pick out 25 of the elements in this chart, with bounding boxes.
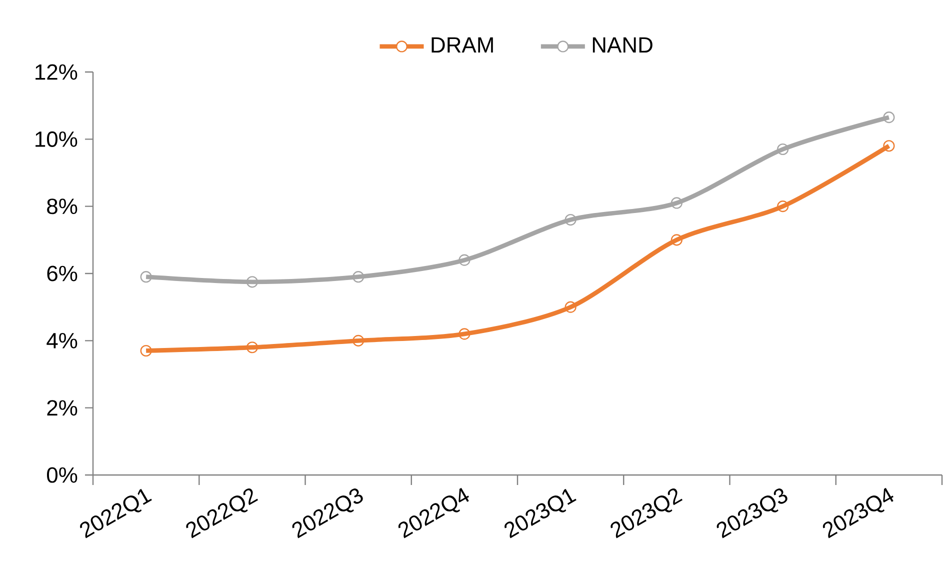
point bbox=[564, 214, 576, 226]
point bbox=[777, 143, 789, 156]
y-tick-label: 8% bbox=[47, 198, 78, 214]
y-tick-label: 10% bbox=[36, 131, 78, 147]
legend-label: DRAM bbox=[432, 37, 493, 53]
point bbox=[670, 197, 682, 209]
point bbox=[777, 200, 789, 212]
point bbox=[246, 342, 258, 354]
point bbox=[883, 140, 895, 152]
point bbox=[458, 328, 470, 340]
point bbox=[140, 271, 152, 283]
point bbox=[352, 271, 364, 283]
point bbox=[670, 234, 682, 246]
point bbox=[458, 254, 470, 266]
y-tick-label: 12% bbox=[36, 64, 78, 80]
point bbox=[352, 334, 364, 346]
point bbox=[564, 301, 576, 313]
y-tick-label: 4% bbox=[46, 332, 78, 348]
y-tick-label: 2% bbox=[47, 400, 78, 416]
y-tick-label: 6% bbox=[47, 266, 78, 282]
point bbox=[246, 276, 258, 288]
legend-label: NAND bbox=[592, 37, 652, 53]
y-tick-label: 0% bbox=[46, 467, 78, 483]
point bbox=[883, 112, 895, 124]
point bbox=[140, 344, 152, 357]
